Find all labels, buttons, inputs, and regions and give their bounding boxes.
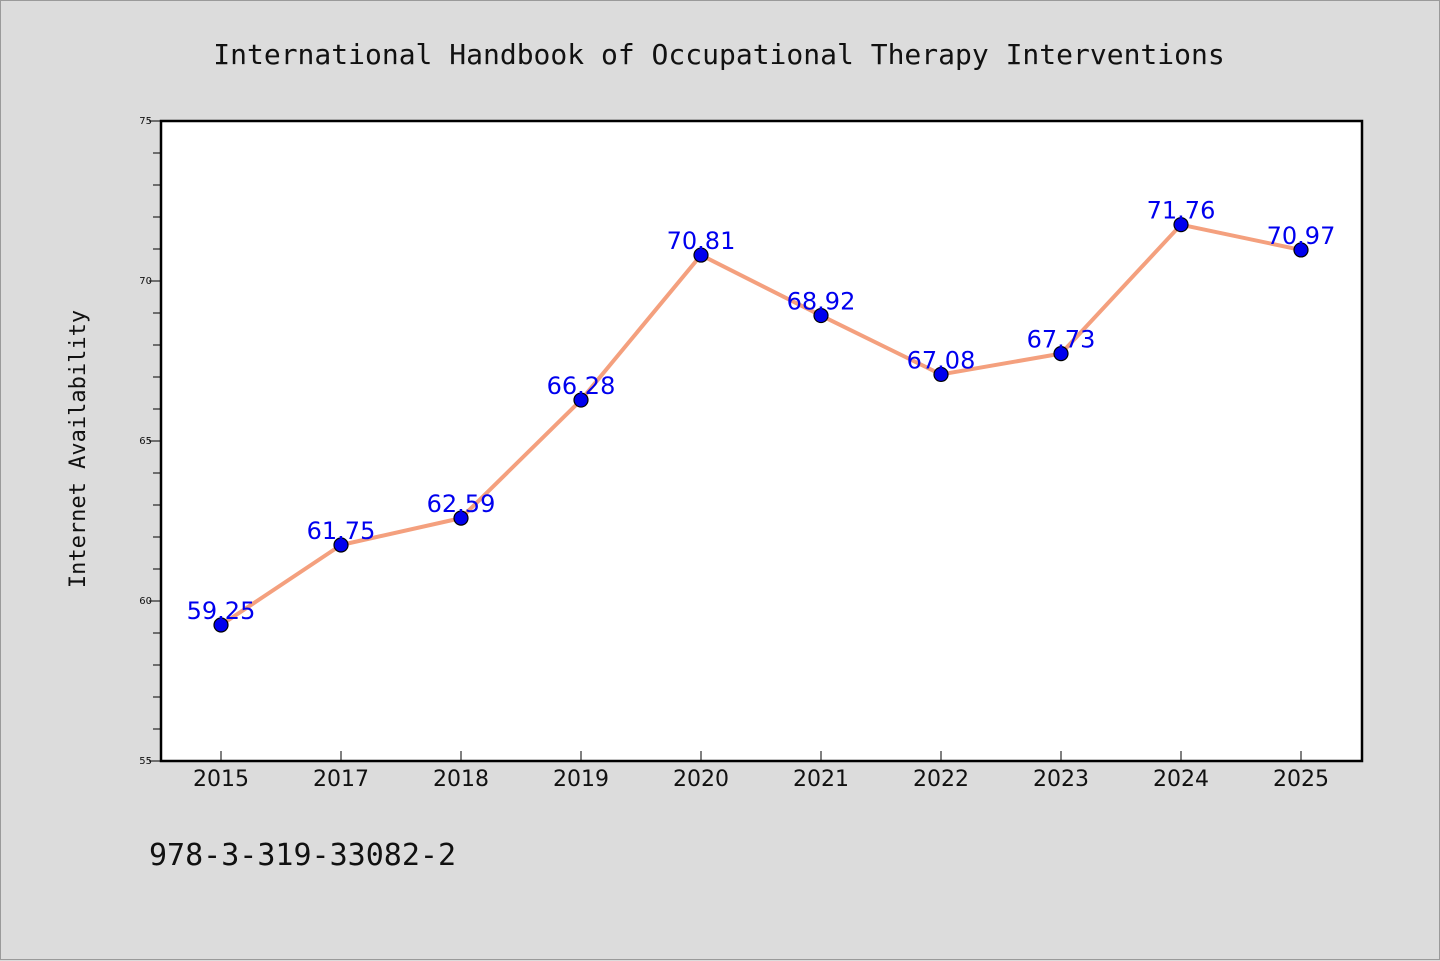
y-tick-label: 55 bbox=[139, 756, 152, 767]
y-tick-label: 75 bbox=[139, 116, 152, 127]
data-label: 67.08 bbox=[907, 346, 976, 374]
data-label: 67.73 bbox=[1027, 326, 1096, 354]
y-tick-label: 60 bbox=[139, 596, 152, 607]
x-tick-label: 2024 bbox=[1153, 767, 1209, 792]
y-tick-label: 70 bbox=[139, 276, 152, 287]
data-point-marker bbox=[933, 366, 949, 383]
x-tick-label: 2015 bbox=[193, 767, 249, 792]
y-axis-ticks: 55 60 65 70 75 bbox=[139, 116, 161, 767]
x-tick-label: 2017 bbox=[313, 767, 369, 792]
x-tick-label: 2022 bbox=[913, 767, 969, 792]
data-point-marker bbox=[453, 510, 469, 526]
data-point-marker bbox=[573, 392, 589, 408]
isbn-footer: 978-3-319-33082-2 bbox=[149, 838, 456, 873]
data-point-marker bbox=[1053, 346, 1069, 362]
data-label: 70.97 bbox=[1267, 222, 1336, 250]
data-label: 59.25 bbox=[187, 597, 256, 625]
x-axis-ticks: 2015 2017 2018 2019 2020 2021 2022 2023 2024 2025 bbox=[193, 751, 1329, 792]
data-label: 62.59 bbox=[427, 490, 496, 518]
plot-area bbox=[159, 119, 1364, 763]
data-label: 66.28 bbox=[547, 372, 616, 400]
data-point-marker bbox=[213, 617, 229, 633]
data-point-marker bbox=[1173, 217, 1189, 233]
x-tick-label: 2025 bbox=[1273, 767, 1329, 792]
y-axis-label: Internet Availability bbox=[66, 310, 91, 588]
data-point-marker bbox=[693, 247, 709, 263]
data-label: 71.76 bbox=[1147, 197, 1216, 225]
y-tick-label: 65 bbox=[139, 436, 152, 447]
x-tick-label: 2018 bbox=[433, 767, 489, 792]
data-point-marker bbox=[333, 537, 349, 553]
series-line bbox=[219, 222, 1303, 627]
data-point-marker bbox=[813, 307, 829, 324]
series-group bbox=[213, 217, 1309, 633]
x-tick-label: 2020 bbox=[673, 767, 729, 792]
x-tick-label: 2023 bbox=[1033, 767, 1089, 792]
data-label: 68.92 bbox=[787, 288, 856, 316]
x-tick-label: 2021 bbox=[793, 767, 849, 792]
chart-title: International Handbook of Occupational T… bbox=[213, 38, 1224, 71]
data-label-group: 59.25 61.75 62.59 66.28 70.81 68.92 67.08 67.73… bbox=[187, 197, 1336, 625]
x-tick-label: 2019 bbox=[553, 767, 609, 792]
data-label: 61.75 bbox=[307, 517, 376, 545]
data-point-marker bbox=[1293, 242, 1309, 258]
data-label: 70.81 bbox=[667, 227, 736, 255]
